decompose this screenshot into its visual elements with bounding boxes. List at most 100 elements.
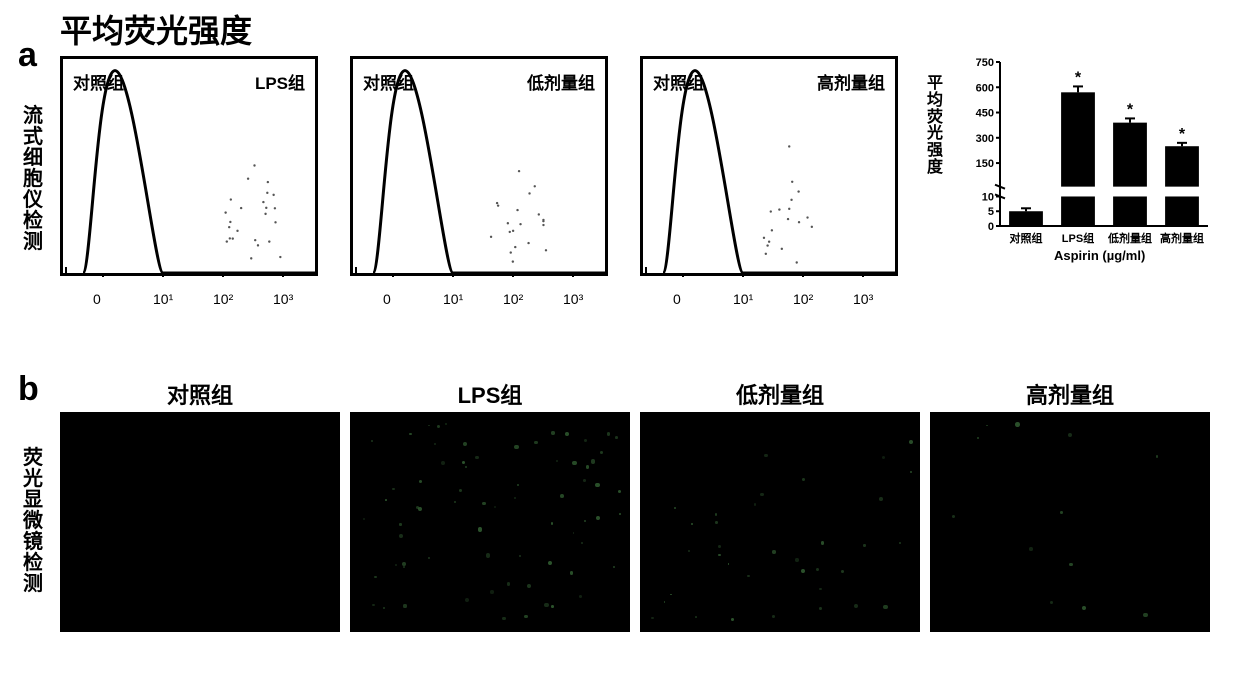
fluorescence-speck	[441, 461, 445, 465]
fluorescence-speck	[544, 603, 548, 607]
row-a-side-label: 流式细胞仪检测	[22, 106, 44, 253]
fluorescence-speck	[551, 605, 554, 608]
microscopy-title: 低剂量组	[640, 378, 920, 410]
fluorescence-speck	[1156, 455, 1159, 458]
panel-letter-a: a	[18, 36, 37, 75]
fluorescence-speck	[1143, 613, 1147, 617]
fluorescence-speck	[445, 423, 447, 425]
fluorescence-speck	[475, 456, 478, 459]
panel-letter-b: b	[18, 370, 39, 409]
row-b: 荧光显微镜检测 对照组LPS组低剂量组高剂量组	[60, 378, 1220, 658]
fluorescence-speck	[418, 507, 422, 511]
fluorescence-speck	[1029, 547, 1033, 551]
fluorescence-speck	[651, 617, 654, 620]
fluorescence-speck	[419, 480, 423, 484]
fluorescence-speck	[517, 484, 519, 486]
fluorescence-speck	[1082, 606, 1086, 610]
fluorescence-speck	[402, 562, 406, 566]
fluorescence-speck	[560, 494, 564, 498]
fluorescence-speck	[664, 601, 666, 603]
fluorescence-speck	[383, 607, 385, 609]
histo-xtick: 10²	[503, 291, 523, 307]
fluorescence-speck	[527, 584, 531, 588]
fluorescence-speck	[691, 523, 693, 525]
histogram-panel-2: 对照组 低剂量组 010¹10²10³	[350, 56, 608, 276]
fluorescence-speck	[462, 461, 465, 464]
barchart-category-label: 高剂量组	[1159, 230, 1205, 246]
fluorescence-speck	[551, 522, 553, 524]
fluorescence-speck	[760, 493, 764, 497]
microscopy-panel-1	[60, 412, 340, 632]
fluorescence-speck	[596, 516, 600, 520]
fluorescence-speck	[534, 441, 538, 445]
svg-text:300: 300	[976, 133, 994, 145]
fluorescence-speck	[899, 542, 901, 544]
barchart-xaxis-title: Aspirin (µg/ml)	[1054, 248, 1145, 263]
histo-xtick: 10³	[563, 291, 583, 307]
fluorescence-speck	[409, 433, 411, 435]
histo-xtick: 10³	[273, 291, 293, 307]
fluorescence-speck	[816, 568, 819, 571]
fluorescence-speck	[910, 471, 912, 473]
fluorescence-speck	[883, 605, 887, 609]
fluorescence-speck	[728, 563, 730, 565]
histo1-xticks: 010¹10²10³	[63, 285, 321, 315]
microscopy-panel-4	[930, 412, 1210, 632]
fluorescence-speck	[428, 557, 430, 559]
barchart-category-label: 对照组	[1003, 230, 1049, 246]
fluorescence-speck	[854, 604, 858, 608]
main-title: 平均荧光强度	[60, 6, 252, 52]
fluorescence-speck	[731, 618, 734, 621]
fluorescence-speck	[524, 615, 527, 618]
fluorescence-speck	[821, 541, 825, 545]
fluorescence-speck	[715, 513, 718, 516]
fluorescence-speck	[395, 564, 397, 566]
fluorescence-speck	[502, 617, 506, 621]
fluorescence-speck	[399, 534, 403, 538]
fluorescence-speck	[801, 569, 805, 573]
histo-xtick: 10²	[793, 291, 813, 307]
svg-text:450: 450	[976, 108, 994, 120]
fluorescence-speck	[371, 440, 373, 442]
svg-text:600: 600	[976, 82, 994, 94]
row-b-side-label: 荧光显微镜检测	[22, 448, 44, 595]
histo-xtick: 0	[383, 291, 391, 307]
fluorescence-speck	[399, 523, 401, 525]
fluorescence-speck	[586, 465, 590, 469]
fluorescence-speck	[465, 466, 467, 468]
histo-xtick: 10²	[213, 291, 233, 307]
fluorescence-speck	[841, 570, 844, 573]
histo-xtick: 0	[673, 291, 681, 307]
fluorescence-speck	[1015, 422, 1019, 426]
fluorescence-speck	[519, 555, 521, 557]
fluorescence-speck	[952, 515, 955, 518]
bar-chart: 平均荧光强度 0510150300450600750*** 对照组LPS组低剂量…	[930, 56, 1220, 306]
fluorescence-speck	[1069, 563, 1073, 567]
fluorescence-speck	[403, 566, 405, 568]
fluorescence-speck	[403, 604, 406, 607]
fluorescence-speck	[591, 459, 595, 463]
fluorescence-speck	[478, 527, 482, 531]
fluorescence-speck	[695, 616, 697, 618]
microscopy-panel-3	[640, 412, 920, 632]
fluorescence-speck	[1068, 433, 1072, 437]
row-a: 流式细胞仪检测 对照组 LPS组 010¹10²10³ 对照组 低剂量组 010…	[60, 56, 1220, 336]
svg-text:10: 10	[982, 191, 994, 203]
fluorescence-speck	[579, 595, 582, 598]
fluorescence-speck	[986, 425, 988, 427]
fluorescence-speck	[572, 461, 576, 465]
svg-text:750: 750	[976, 57, 994, 69]
fluorescence-speck	[747, 575, 750, 578]
fluorescence-speck	[882, 456, 885, 459]
fluorescence-speck	[463, 442, 467, 446]
fluorescence-speck	[595, 483, 599, 487]
histo-xtick: 0	[93, 291, 101, 307]
microscopy-title: 对照组	[60, 378, 340, 410]
fluorescence-speck	[556, 460, 558, 462]
fluorescence-speck	[565, 432, 569, 436]
barchart-category-label: LPS组	[1055, 230, 1101, 246]
fluorescence-speck	[718, 554, 720, 556]
microscopy-panel-2	[350, 412, 630, 632]
svg-text:*: *	[1127, 101, 1134, 118]
fluorescence-speck	[428, 425, 430, 427]
